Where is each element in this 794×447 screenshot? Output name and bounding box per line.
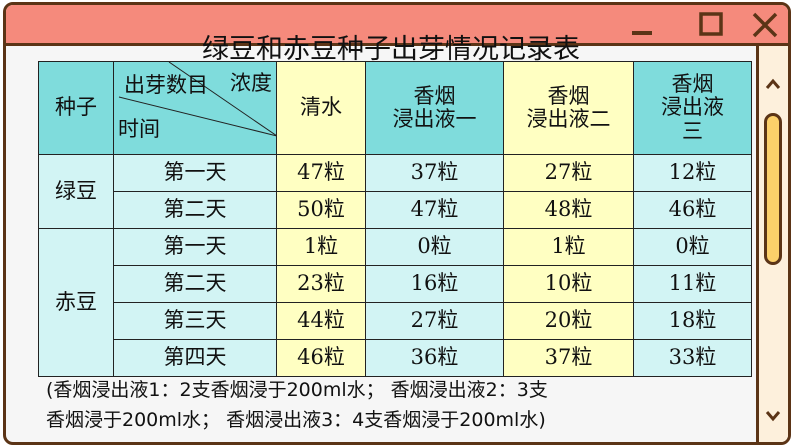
footnote-line: 香烟浸于200ml水； 香烟浸出液3：4支香烟浸于200ml水) <box>46 409 546 431</box>
count-cell: 16粒 <box>365 265 504 303</box>
close-icon <box>752 12 778 38</box>
count-cell: 27粒 <box>365 302 504 340</box>
day-cell: 第二天 <box>113 191 277 229</box>
count-cell: 44粒 <box>276 302 366 340</box>
count-cell: 1粒 <box>276 228 366 266</box>
count-cell: 23粒 <box>276 265 366 303</box>
count-cell: 46粒 <box>633 191 752 229</box>
scrollbar-thumb[interactable] <box>764 113 782 265</box>
seed-name: 赤豆 <box>38 228 114 377</box>
header-col: 香烟 浸出液 三 <box>633 61 752 155</box>
table-row: 绿豆 第一天 47粒 37粒 27粒 12粒 <box>38 154 752 229</box>
scrollbar[interactable] <box>756 46 788 442</box>
window: 绿豆和赤豆种子出芽情况记录表 种子 浓度 出芽数目 时间 清水 香烟 浸出液一 … <box>3 2 791 445</box>
count-cell: 0粒 <box>633 228 752 266</box>
close-button[interactable] <box>749 9 781 41</box>
seed-name: 绿豆 <box>38 154 114 229</box>
maximize-button[interactable] <box>696 9 728 41</box>
day-cell: 第一天 <box>113 228 277 266</box>
count-cell: 47粒 <box>276 154 366 192</box>
count-cell: 50粒 <box>276 191 366 229</box>
count-cell: 27粒 <box>503 154 634 192</box>
diag-count: 出芽数目 <box>124 73 208 97</box>
germination-table: 种子 浓度 出芽数目 时间 清水 香烟 浸出液一 香烟 浸出液二 香烟 浸出液 … <box>38 61 752 377</box>
minimize-button[interactable] <box>626 9 658 41</box>
day-cell: 第三天 <box>113 302 277 340</box>
count-cell: 48粒 <box>503 191 634 229</box>
maximize-icon <box>699 12 723 36</box>
day-cell: 第四天 <box>113 339 277 377</box>
count-cell: 12粒 <box>633 154 752 192</box>
table-row: 第二天 50粒 47粒 48粒 46粒 <box>39 191 752 229</box>
day-cell: 第一天 <box>113 154 277 192</box>
minimize-icon <box>632 31 652 35</box>
count-cell: 0粒 <box>365 228 504 266</box>
count-cell: 10粒 <box>503 265 634 303</box>
count-cell: 18粒 <box>633 302 752 340</box>
header-col: 清水 <box>276 61 366 155</box>
header-seed: 种子 <box>38 61 114 155</box>
header-col: 香烟 浸出液一 <box>365 61 504 155</box>
header-col: 香烟 浸出液二 <box>503 61 634 155</box>
scroll-down-icon[interactable] <box>759 401 788 431</box>
table-row: 第四天 46粒 36粒 37粒 33粒 <box>39 339 752 377</box>
footnote-line: (香烟浸出液1：2支香烟浸于200ml水； 香烟浸出液2：3支 <box>46 379 548 401</box>
count-cell: 33粒 <box>633 339 752 377</box>
day-cell: 第二天 <box>113 265 277 303</box>
header-diagonal: 浓度 出芽数目 时间 <box>113 61 277 155</box>
table-row: 第三天 44粒 27粒 20粒 18粒 <box>39 302 752 340</box>
count-cell: 20粒 <box>503 302 634 340</box>
count-cell: 47粒 <box>365 191 504 229</box>
diag-concentration: 浓度 <box>230 71 272 95</box>
footnote: (香烟浸出液1：2支香烟浸于200ml水； 香烟浸出液2：3支 香烟浸于200m… <box>46 375 548 435</box>
count-cell: 46粒 <box>276 339 366 377</box>
table-row: 赤豆 第一天 1粒 0粒 1粒 0粒 <box>38 228 752 377</box>
title-bar <box>6 5 788 46</box>
scroll-up-icon[interactable] <box>759 70 788 100</box>
table-row: 第二天 23粒 16粒 10粒 11粒 <box>39 265 752 303</box>
page-title: 绿豆和赤豆种子出芽情况记录表 <box>202 34 580 65</box>
diag-time: 时间 <box>118 117 160 141</box>
count-cell: 11粒 <box>633 265 752 303</box>
count-cell: 37粒 <box>365 154 504 192</box>
count-cell: 1粒 <box>503 228 634 266</box>
count-cell: 37粒 <box>503 339 634 377</box>
count-cell: 36粒 <box>365 339 504 377</box>
